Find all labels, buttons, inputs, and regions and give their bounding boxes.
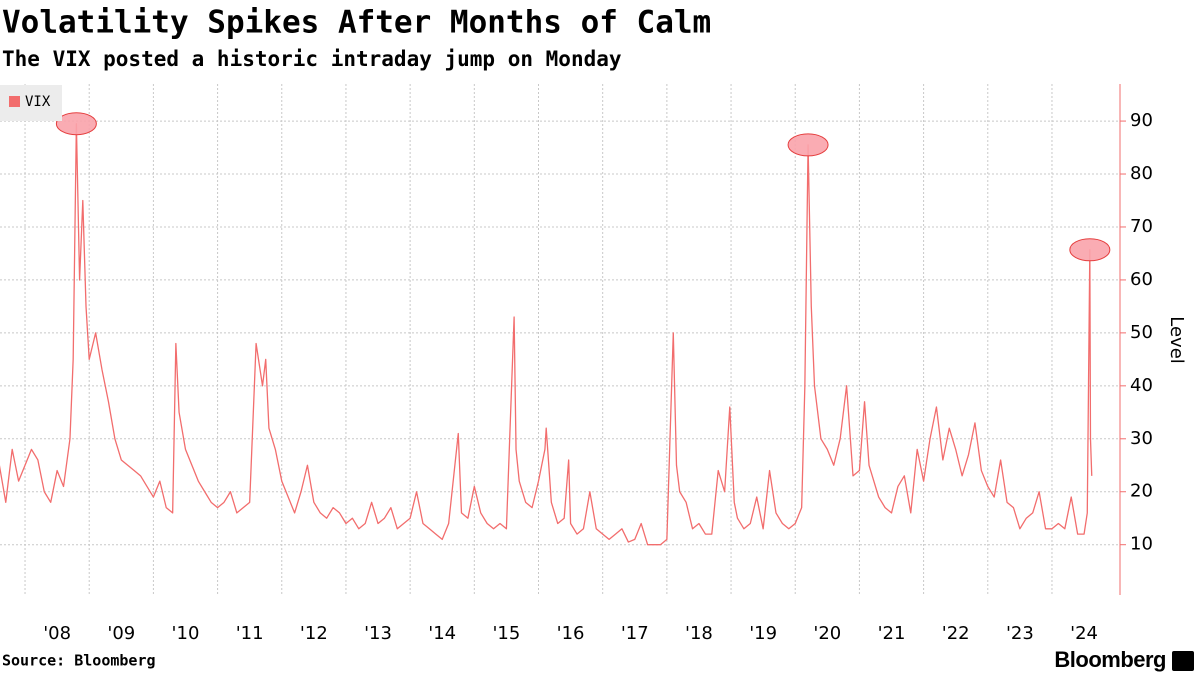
source: Source: Bloomberg (2, 652, 156, 670)
x-tick-label: '19 (749, 623, 777, 644)
peak-highlight (787, 133, 829, 157)
y-tick-label: 40 (1130, 375, 1153, 396)
x-tick-label: '17 (621, 623, 649, 644)
x-tick-label: '18 (685, 623, 713, 644)
x-tick-label: '12 (300, 623, 328, 644)
legend-label: VIX (25, 94, 51, 110)
plot-area: 10 20 30 40 50 60 70 80 90 '08 '09 '10 '11 '12 '13 '14 '… (0, 84, 1153, 644)
y-tick-label: 80 (1130, 163, 1153, 184)
x-tick-label: '21 (878, 623, 906, 644)
legend-swatch (9, 96, 20, 107)
y-tick-label: 70 (1130, 216, 1153, 237)
peak-highlight (55, 112, 97, 136)
x-tick-label: '09 (107, 623, 135, 644)
x-tick-label: '23 (1006, 623, 1034, 644)
chart-subtitle: The VIX posted a historic intraday jump … (2, 47, 622, 71)
x-tick-label: '11 (236, 623, 264, 644)
y-tick-label: 50 (1130, 322, 1153, 343)
y-axis-label: Level (1166, 316, 1187, 364)
x-tick-label: '13 (364, 623, 392, 644)
x-tick-label: '22 (942, 623, 970, 644)
chart-title: Volatility Spikes After Months of Calm (2, 5, 711, 41)
series-line (0, 123, 1093, 546)
logo-icon (1172, 651, 1194, 671)
x-tick-label: '24 (1070, 623, 1098, 644)
y-tick-label: 90 (1130, 110, 1153, 131)
y-tick-label: 10 (1130, 534, 1153, 555)
x-tick-label: '08 (43, 623, 71, 644)
x-tick-label: '10 (172, 623, 200, 644)
x-tick-label: '14 (428, 623, 456, 644)
y-tick-label: 30 (1130, 428, 1153, 449)
logo: Bloomberg (1054, 647, 1166, 672)
y-tick-label: 60 (1130, 269, 1153, 290)
peak-highlight (1069, 238, 1111, 262)
x-tick-label: '20 (813, 623, 841, 644)
x-tick-label: '15 (492, 623, 520, 644)
x-tick-label: '16 (557, 623, 585, 644)
y-tick-label: 20 (1130, 481, 1153, 502)
